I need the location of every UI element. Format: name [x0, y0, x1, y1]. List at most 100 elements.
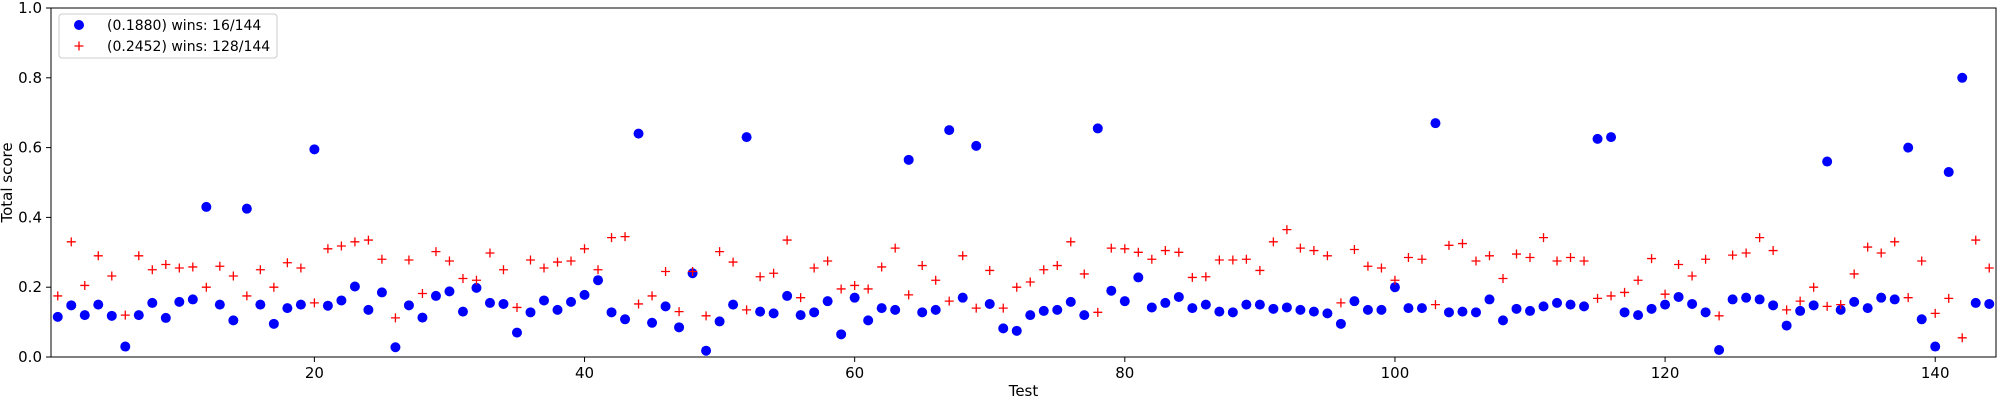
data-point-circle: [1173, 291, 1184, 302]
y-tick-label: 0.6: [18, 139, 42, 157]
data-point-plus: [1890, 237, 1900, 247]
data-point-plus: [120, 310, 130, 320]
data-point-circle: [430, 290, 441, 301]
data-point-plus: [1633, 275, 1643, 285]
data-point-circle: [1741, 292, 1752, 303]
legend-label-series-1: (0.1880) wins: 16/144: [107, 18, 261, 34]
data-point-circle: [1227, 307, 1238, 318]
data-point-circle: [1957, 72, 1968, 83]
data-point-plus: [1255, 265, 1265, 275]
data-point-plus: [1701, 254, 1711, 264]
data-point-plus: [1079, 269, 1089, 279]
data-point-plus: [1903, 293, 1913, 303]
data-point-plus: [1660, 289, 1670, 299]
data-point-plus: [1390, 275, 1400, 285]
data-point-circle: [1673, 291, 1684, 302]
data-point-plus: [1471, 256, 1481, 266]
data-point-circle: [1403, 303, 1414, 314]
data-point-plus: [1525, 253, 1535, 263]
data-point-circle: [390, 342, 401, 353]
data-point-circle: [917, 307, 928, 318]
data-point-circle: [1714, 345, 1725, 356]
x-tick-label: 100: [1381, 364, 1410, 382]
data-point-circle: [755, 306, 766, 317]
data-point-circle: [1930, 341, 1941, 352]
data-point-plus: [53, 291, 63, 301]
data-point-plus: [539, 263, 549, 273]
data-point-circle: [1079, 310, 1090, 321]
data-marks: [52, 72, 1995, 356]
data-point-plus: [404, 255, 414, 265]
data-point-circle: [876, 303, 887, 314]
data-point-circle: [1889, 294, 1900, 305]
data-point-circle: [903, 154, 914, 165]
data-point-plus: [1647, 254, 1657, 264]
data-point-circle: [471, 282, 482, 293]
data-point-circle: [160, 312, 171, 323]
data-point-circle: [498, 298, 509, 309]
data-point-circle: [1146, 302, 1157, 313]
data-point-circle: [728, 299, 739, 310]
data-point-plus: [147, 265, 157, 275]
data-point-plus: [1133, 247, 1143, 257]
data-point-plus: [769, 268, 779, 278]
data-point-circle: [1349, 296, 1360, 307]
data-point-plus: [1025, 277, 1035, 287]
data-point-plus: [336, 241, 346, 251]
data-point-circle: [1484, 294, 1495, 305]
data-point-plus: [1620, 287, 1630, 297]
data-point-circle: [403, 300, 414, 311]
data-point-circle: [579, 289, 590, 300]
data-point-plus: [1417, 254, 1427, 264]
data-point-plus: [742, 305, 752, 315]
data-point-circle: [1808, 300, 1819, 311]
data-point-plus: [1295, 243, 1305, 253]
data-point-plus: [1403, 253, 1413, 263]
data-point-circle: [1376, 304, 1387, 315]
data-point-circle: [566, 296, 577, 307]
x-tick-label: 60: [845, 364, 864, 382]
x-tick-label: 140: [1921, 364, 1950, 382]
data-point-circle: [1025, 310, 1036, 321]
data-point-circle: [511, 327, 522, 338]
data-point-circle: [1457, 306, 1468, 317]
data-point-circle: [971, 140, 982, 151]
data-point-plus: [228, 271, 238, 281]
data-point-plus: [1552, 256, 1562, 266]
data-point-plus: [1593, 293, 1603, 303]
data-point-plus: [242, 291, 252, 301]
data-point-circle: [1687, 298, 1698, 309]
data-point-circle: [1308, 306, 1319, 317]
data-point-circle: [620, 314, 631, 325]
data-point-circle: [457, 306, 468, 317]
data-point-plus: [688, 266, 698, 276]
data-point-circle: [633, 128, 644, 139]
data-point-circle: [1943, 167, 1954, 178]
data-point-plus: [1944, 293, 1954, 303]
data-point-circle: [1579, 301, 1590, 312]
data-point-plus: [93, 251, 103, 261]
data-point-circle: [674, 322, 685, 333]
data-point-circle: [1362, 304, 1373, 315]
data-point-plus: [1444, 240, 1454, 250]
data-point-plus: [282, 258, 292, 268]
data-point-circle: [1268, 303, 1279, 314]
data-point-circle: [309, 144, 320, 155]
data-point-circle: [241, 203, 252, 214]
data-point-plus: [715, 247, 725, 257]
legend-marker-plus: [74, 41, 84, 51]
data-point-plus: [1822, 301, 1832, 311]
data-point-circle: [349, 281, 360, 292]
data-point-circle: [133, 310, 144, 321]
data-point-circle: [417, 312, 428, 323]
data-point-plus: [1376, 263, 1386, 273]
data-point-plus: [309, 298, 319, 308]
data-point-plus: [1957, 333, 1967, 343]
data-point-plus: [917, 261, 927, 271]
data-point-circle: [1862, 303, 1873, 314]
data-point-circle: [1700, 307, 1711, 318]
data-point-circle: [930, 304, 941, 315]
legend-box: [58, 13, 278, 59]
data-point-circle: [1052, 304, 1063, 315]
data-point-plus: [1174, 247, 1184, 257]
